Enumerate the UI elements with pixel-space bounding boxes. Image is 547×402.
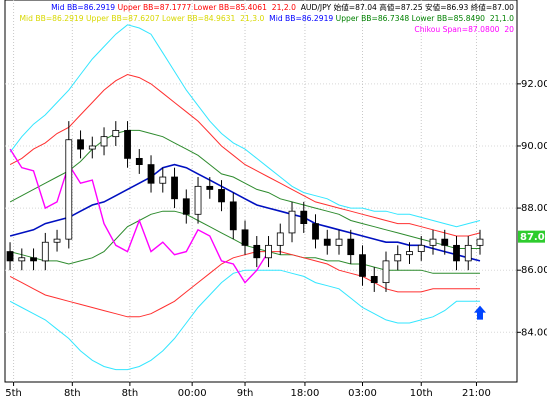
- candle-body: [276, 232, 284, 246]
- y-tick-label: 90.00: [521, 141, 547, 152]
- x-tick-label: 00:00: [178, 388, 207, 399]
- legend-row: Mid BB=86.2919 Upper BB=87.1777 Lower BB…: [51, 2, 514, 12]
- candle-body: [394, 254, 402, 262]
- candle-body: [41, 241, 49, 262]
- candle-body: [288, 210, 296, 234]
- candle-body: [323, 238, 331, 246]
- candle-body: [417, 244, 425, 252]
- indicator-line: [9, 73, 481, 237]
- candle-body: [265, 244, 272, 259]
- candle-body: [124, 130, 131, 159]
- candle-body: [159, 176, 167, 184]
- candle-body: [370, 276, 378, 284]
- x-tick-label: 03:00: [348, 388, 377, 399]
- candle-body: [135, 157, 143, 166]
- candle-body: [53, 238, 61, 243]
- indicator-line: [9, 269, 480, 371]
- candle-body: [359, 254, 366, 277]
- candle-body: [65, 139, 73, 240]
- candle-body: [182, 198, 190, 215]
- indicator-line: [9, 148, 270, 284]
- x-tick-label: 18:00: [291, 388, 320, 399]
- candle-body: [312, 223, 319, 240]
- candle-body: [335, 238, 343, 246]
- x-tick-label: 9th: [237, 388, 254, 399]
- indicator-line: [9, 251, 480, 318]
- x-tick-label: 5th: [5, 388, 22, 399]
- y-tick-label: 86.00: [521, 265, 547, 276]
- candle-body: [441, 238, 449, 246]
- candle-body: [300, 210, 308, 225]
- price-label: 87.08: [520, 232, 547, 243]
- candle-body: [429, 238, 437, 246]
- indicator-line: [9, 163, 481, 262]
- legend-row: Chikou Span=87.0800 20: [414, 25, 514, 34]
- indicator-line: [9, 129, 480, 249]
- candle-body: [382, 260, 390, 284]
- candle-body: [206, 185, 214, 190]
- x-tick-label: 8th: [64, 388, 81, 399]
- candle-body: [241, 229, 249, 246]
- candle-body: [171, 176, 178, 200]
- legend-row: Mid BB=86.2919 Upper BB=87.6207 Lower BB…: [20, 14, 515, 23]
- candle-body: [464, 244, 472, 262]
- candle-body: [406, 251, 413, 256]
- x-tick-label: 10th: [410, 388, 433, 399]
- legend-text: Upper BB=86.7348 Lower BB=85.8490 21,1.0: [333, 14, 514, 23]
- candle-body: [476, 238, 484, 246]
- indicator-line: [9, 24, 481, 228]
- legend-text: Mid BB=86.2919: [264, 14, 333, 23]
- x-tick-label: 21:00: [462, 388, 491, 399]
- x-tick-label: 8th: [122, 388, 139, 399]
- candle-body: [194, 185, 202, 215]
- candle-body: [229, 201, 237, 231]
- y-tick-label: 84.00: [521, 327, 547, 338]
- price-label-box: [518, 230, 545, 243]
- candle-body: [30, 257, 37, 262]
- legend-text: Upper BB=87.1777 Lower BB=85.4061 21,2.0: [115, 3, 296, 12]
- candle-body: [112, 130, 120, 138]
- signal-arrow: [473, 305, 486, 320]
- y-tick-label: 92.00: [521, 79, 547, 90]
- candle-body: [218, 189, 225, 203]
- candle-body: [253, 244, 261, 259]
- candle-body: [88, 145, 96, 150]
- candle-body: [453, 244, 460, 262]
- legend-text: Mid BB=86.2919 Upper BB=87.6207 Lower BB…: [20, 14, 265, 23]
- candle-body: [147, 164, 155, 184]
- candle-body: [77, 139, 84, 150]
- legend-text: Chikou Span=87.0800 20: [414, 25, 514, 34]
- candle-body: [18, 257, 26, 262]
- candle-body: [347, 238, 355, 256]
- y-tick-label: 88.00: [521, 203, 547, 214]
- legend-text: AUD/JPY 始値=87.04 高値=87.25 安値=86.93 終値=87…: [296, 2, 514, 12]
- candle-body: [6, 251, 14, 262]
- candle-body: [100, 136, 108, 147]
- legend-text: Mid BB=86.2919: [51, 3, 115, 12]
